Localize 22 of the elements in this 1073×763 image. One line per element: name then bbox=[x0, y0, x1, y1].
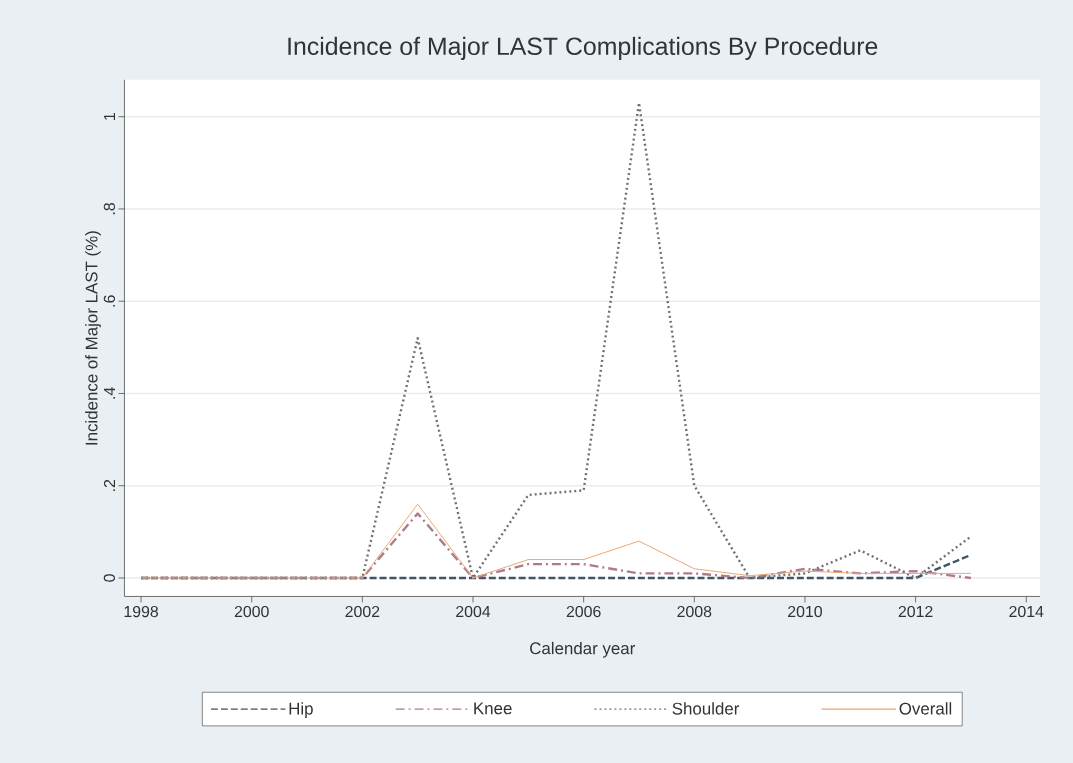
chart-title: Incidence of Major LAST Complications By Procedure bbox=[288, 36, 878, 60]
x-tick-label: 2004 bbox=[456, 605, 491, 618]
y-axis-title: Incidence of Major LAST (%) bbox=[85, 231, 101, 445]
x-tick-label: 2010 bbox=[788, 605, 822, 618]
y-tick-label: .6 bbox=[103, 295, 115, 307]
x-tick-label: 2002 bbox=[345, 605, 380, 618]
y-tick-label: .2 bbox=[103, 479, 115, 491]
legend-label: Hip bbox=[289, 702, 313, 718]
legend-label: Overall bbox=[899, 702, 952, 715]
x-tick-label: 2008 bbox=[677, 605, 712, 618]
y-tick-label: 0 bbox=[103, 574, 115, 582]
x-tick-label: 2012 bbox=[898, 605, 933, 618]
x-tick-label: 2000 bbox=[234, 605, 269, 618]
y-tick-label: 1 bbox=[104, 113, 115, 120]
legend-label: Knee bbox=[474, 702, 512, 715]
y-tick-label: .8 bbox=[103, 203, 115, 215]
legend-label: Shoulder bbox=[672, 702, 740, 715]
y-tick-label: .4 bbox=[104, 387, 115, 399]
x-axis-title: Calendar year bbox=[530, 641, 636, 658]
x-tick-label: 2006 bbox=[566, 605, 601, 618]
x-tick-label: 1998 bbox=[124, 605, 159, 618]
x-tick-label: 2014 bbox=[1009, 605, 1044, 618]
